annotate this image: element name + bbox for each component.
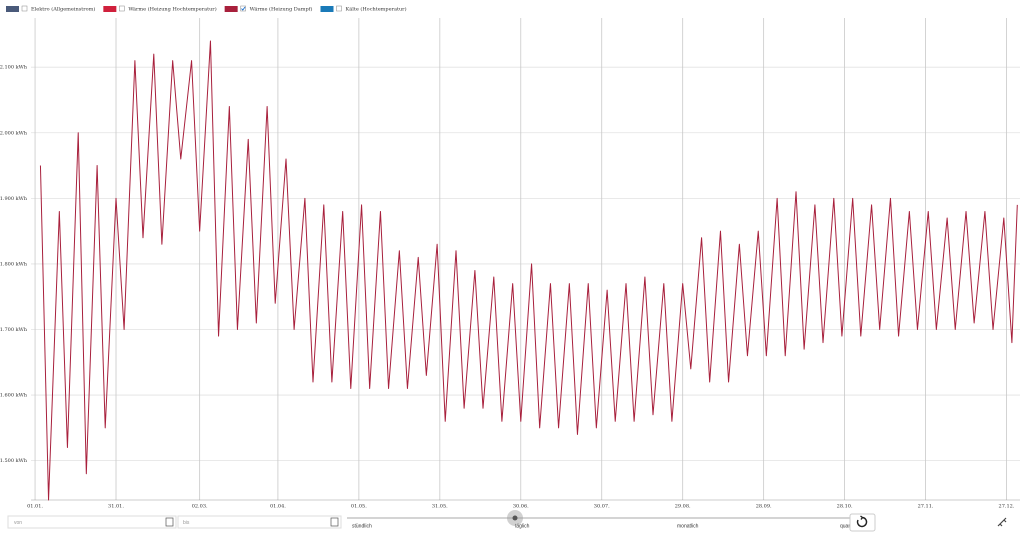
reset-button[interactable] <box>849 513 876 532</box>
x-tick-label: 29.08. <box>675 504 691 510</box>
edit-icon[interactable] <box>997 517 1007 527</box>
slider-knob[interactable] <box>512 515 518 521</box>
x-tick-label: 27.11. <box>918 504 934 510</box>
resolution-label[interactable]: quar <box>840 523 850 529</box>
legend-checkbox[interactable] <box>21 5 28 12</box>
y-tick-label: 1.600 kWh <box>0 393 28 399</box>
plot-area <box>31 18 1020 500</box>
y-tick-label: 2.100 kWh <box>0 65 28 71</box>
checkmark <box>241 6 246 11</box>
x-tick-label: 31.01. <box>108 504 124 510</box>
resolution-labels: stündlich täglich monatlich quar <box>352 510 850 529</box>
x-tick-label: 01.01. <box>27 504 43 510</box>
reset-icon <box>856 515 868 528</box>
x-tick-label: 30.07. <box>594 504 610 510</box>
x-tick-label: 01.05. <box>351 504 367 510</box>
data-line <box>39 40 1018 501</box>
calendar-icon[interactable] <box>165 517 174 527</box>
resolution-label[interactable]: monatlich <box>677 523 699 529</box>
legend-label: Elektro (Allgemeinstrom) <box>31 6 95 13</box>
legend-checkbox[interactable] <box>119 5 125 12</box>
y-tick-label: 1.900 kWh <box>0 196 28 202</box>
x-tick-label: 01.04. <box>270 504 286 510</box>
x-tick-label: 02.03. <box>192 504 208 510</box>
from-input[interactable] <box>7 515 177 529</box>
legend-checkbox[interactable] <box>336 5 342 12</box>
legend-label: Wärme (Heizung Hochtemperatur) <box>128 6 216 13</box>
x-tick-label: 27.12. <box>999 504 1015 510</box>
y-tick-label: 1.700 kWh <box>0 327 28 333</box>
from-placeholder: von <box>14 520 22 526</box>
to-placeholder: bis <box>183 520 190 526</box>
plot: 1.500 kWh 1.600 kWh 1.700 kWh 1.800 kWh 1.90… <box>0 18 1020 510</box>
legend-label: Wärme (Heizung Dampf) <box>250 6 313 13</box>
y-tick-label: 1.800 kWh <box>0 261 28 267</box>
resolution-label[interactable]: stündlich <box>352 523 372 529</box>
legend-swatch <box>224 6 238 12</box>
calendar-icon[interactable] <box>330 517 339 527</box>
x-tick-label: 28.09. <box>756 504 772 510</box>
x-tick-label: 31.05. <box>432 504 448 510</box>
y-tick-label: 2.000 kWh <box>0 130 28 136</box>
to-input[interactable] <box>177 515 342 529</box>
legend: Elektro (Allgemeinstrom) Wärme (Heizung H… <box>6 6 407 13</box>
x-tick-label: 30.06. <box>513 504 529 510</box>
legend-label: Kälte (Hochtemperatur) <box>346 6 407 13</box>
controls: von bis stündlich täglich monatlich quar <box>7 510 1007 532</box>
y-tick-label: 1.500 kWh <box>0 458 28 464</box>
legend-swatch <box>320 6 334 12</box>
resolution-label[interactable]: täglich <box>515 523 530 529</box>
legend-swatch <box>6 6 19 12</box>
x-tick-label: 28.10. <box>837 504 853 510</box>
legend-swatch <box>103 6 117 12</box>
legend-checkbox[interactable] <box>240 5 246 12</box>
